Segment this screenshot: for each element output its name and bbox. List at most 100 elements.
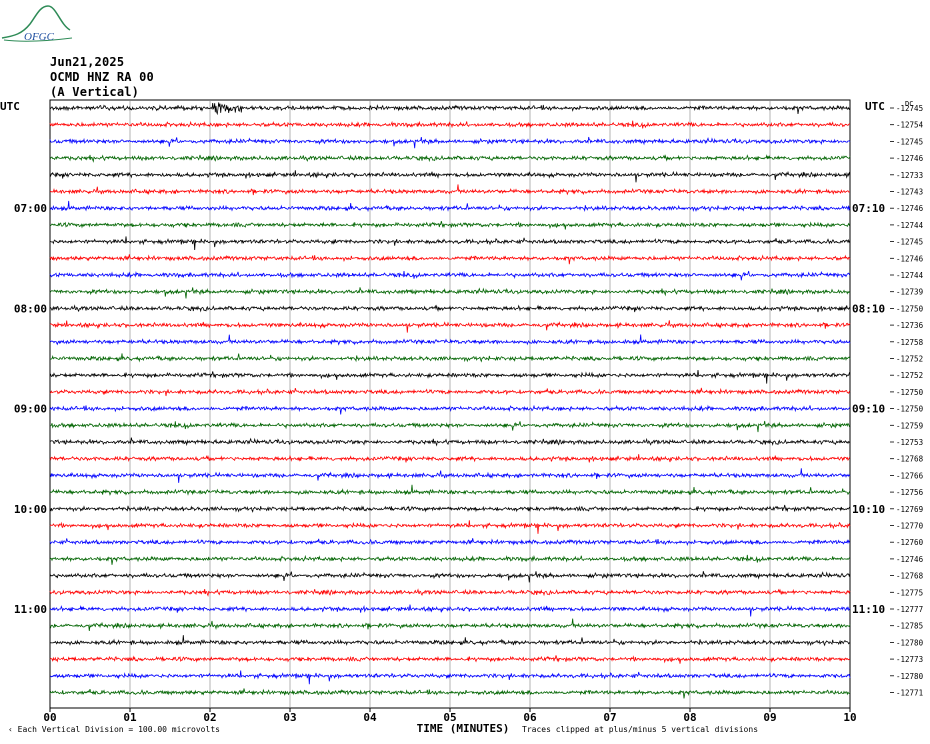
- x-tick-label: 09: [763, 711, 776, 724]
- dc-offset-label: -12736: [896, 321, 924, 330]
- dc-offset-label: -12746: [896, 204, 924, 213]
- scale-note-marker-icon: ‹: [8, 725, 13, 734]
- x-axis-label: TIME (MINUTES): [417, 722, 510, 735]
- trace-line: [49, 304, 851, 313]
- left-time-label: 07:00: [14, 202, 47, 215]
- right-axis-title: UTC: [865, 100, 885, 113]
- x-tick-label: 00: [43, 711, 56, 724]
- dc-offset-label: -12768: [896, 572, 924, 581]
- right-time-label: 11:10: [852, 603, 885, 616]
- dc-offset-label: -12744: [896, 271, 924, 280]
- x-tick-label: 03: [283, 711, 296, 724]
- trace-line: [49, 170, 851, 183]
- dc-offset-label: -12773: [896, 655, 923, 664]
- trace-line: [50, 468, 851, 483]
- dc-offset-label: -12745: [896, 137, 923, 146]
- trace-line: [49, 554, 851, 565]
- dc-offset-label: -12758: [896, 338, 924, 347]
- traces: [49, 102, 851, 699]
- x-tick-label: 07: [603, 711, 616, 724]
- trace-line: [50, 670, 851, 685]
- x-tick-label: 08: [683, 711, 696, 724]
- logo-swoosh-icon: [3, 37, 73, 42]
- trace-line: [49, 236, 851, 251]
- trace-line: [50, 420, 851, 433]
- dc-offset-label: -12750: [896, 388, 924, 397]
- trace-line: [49, 387, 851, 397]
- dc-offset-label: -12753: [896, 438, 923, 447]
- trace-line: [49, 136, 851, 149]
- dc-offset-label: -12745: [896, 104, 923, 113]
- trace-line: [49, 270, 851, 281]
- dc-offset-label: -12759: [896, 421, 923, 430]
- station-label: OCMD HNZ RA 00: [50, 70, 154, 84]
- trace-line: [49, 484, 851, 497]
- right-time-label: 09:10: [852, 403, 885, 416]
- x-tick-label: 05: [443, 711, 456, 724]
- dc-offset-label: -12750: [896, 405, 924, 414]
- grid: [49, 99, 851, 712]
- left-time-label: 11:00: [14, 603, 47, 616]
- right-time-label: 10:10: [852, 503, 885, 516]
- trace-line: [49, 120, 851, 129]
- scale-note-text: Each Vertical Division = 100.00 microvol…: [17, 725, 220, 734]
- dc-offset-label: -12766: [896, 471, 924, 480]
- dc-offset-label: -12775: [896, 588, 923, 597]
- trace-line: [49, 220, 851, 230]
- dc-offset-label: -12770: [896, 522, 924, 531]
- x-tick-label: 01: [123, 711, 137, 724]
- dc-offset-label: -12780: [896, 672, 924, 681]
- trace-line: [49, 635, 851, 647]
- trace-line: [49, 254, 851, 265]
- dc-offset-label: -12746: [896, 555, 924, 564]
- dc-offset-label: -12768: [896, 455, 924, 464]
- x-tick-label: 06: [523, 711, 537, 724]
- left-axis-title: UTC: [0, 100, 20, 113]
- date-label: Jun21,2025: [50, 55, 125, 69]
- dc-offset-label: -12746: [896, 154, 924, 163]
- trace-line: [49, 102, 850, 116]
- dc-offset-label: -12745: [896, 238, 923, 247]
- trace-line: [49, 184, 850, 196]
- trace-line: [49, 437, 851, 447]
- right-time-label: 07:10: [852, 202, 885, 215]
- dc-offset-label: -12743: [896, 188, 923, 197]
- left-time-label: 09:00: [14, 403, 47, 416]
- dc-offset-label: -12746: [896, 254, 924, 263]
- trace-line: [49, 369, 851, 384]
- left-time-label: 10:00: [14, 503, 47, 516]
- dc-offset-label: -12771: [896, 689, 923, 698]
- trace-line: [49, 604, 851, 617]
- dc-offset-label: -12780: [896, 638, 924, 647]
- trace-line: [49, 504, 851, 513]
- trace-line: [49, 287, 851, 299]
- clip-note: Traces clipped at plus/minus 5 vertical …: [522, 725, 759, 734]
- dc-offset-label: -12754: [896, 121, 924, 130]
- trace-line: [49, 655, 851, 664]
- dc-offset-label: -12744: [896, 221, 924, 230]
- scale-note: ‹ Each Vertical Division = 100.00 microv…: [8, 725, 220, 734]
- x-tick-label: 10: [843, 711, 856, 724]
- trace-line: [49, 200, 851, 213]
- trace-line: [49, 538, 851, 547]
- trace-line: [49, 334, 851, 346]
- dc-offset-label: -12769: [896, 505, 923, 514]
- trace-line: [49, 154, 851, 163]
- trace-line: [49, 353, 851, 363]
- dc-offset-label: -12733: [896, 171, 923, 180]
- dc-offset-label: -12739: [896, 288, 923, 297]
- trace-line: [49, 688, 851, 699]
- trace-line: [49, 320, 851, 333]
- trace-line: [49, 571, 851, 583]
- trace-line: [49, 588, 851, 597]
- ofgc-logo: OFGC: [1, 5, 73, 43]
- x-tick-label: 02: [203, 711, 216, 724]
- dc-offset-label: -12756: [896, 488, 924, 497]
- trace-line: [49, 404, 851, 415]
- component-label: (A Vertical): [50, 85, 140, 99]
- dc-offset-label: -12777: [896, 605, 923, 614]
- trace-line: [49, 520, 851, 534]
- trace-line: [49, 618, 851, 631]
- x-tick-label: 04: [363, 711, 377, 724]
- dc-offset-label: -12760: [896, 538, 924, 547]
